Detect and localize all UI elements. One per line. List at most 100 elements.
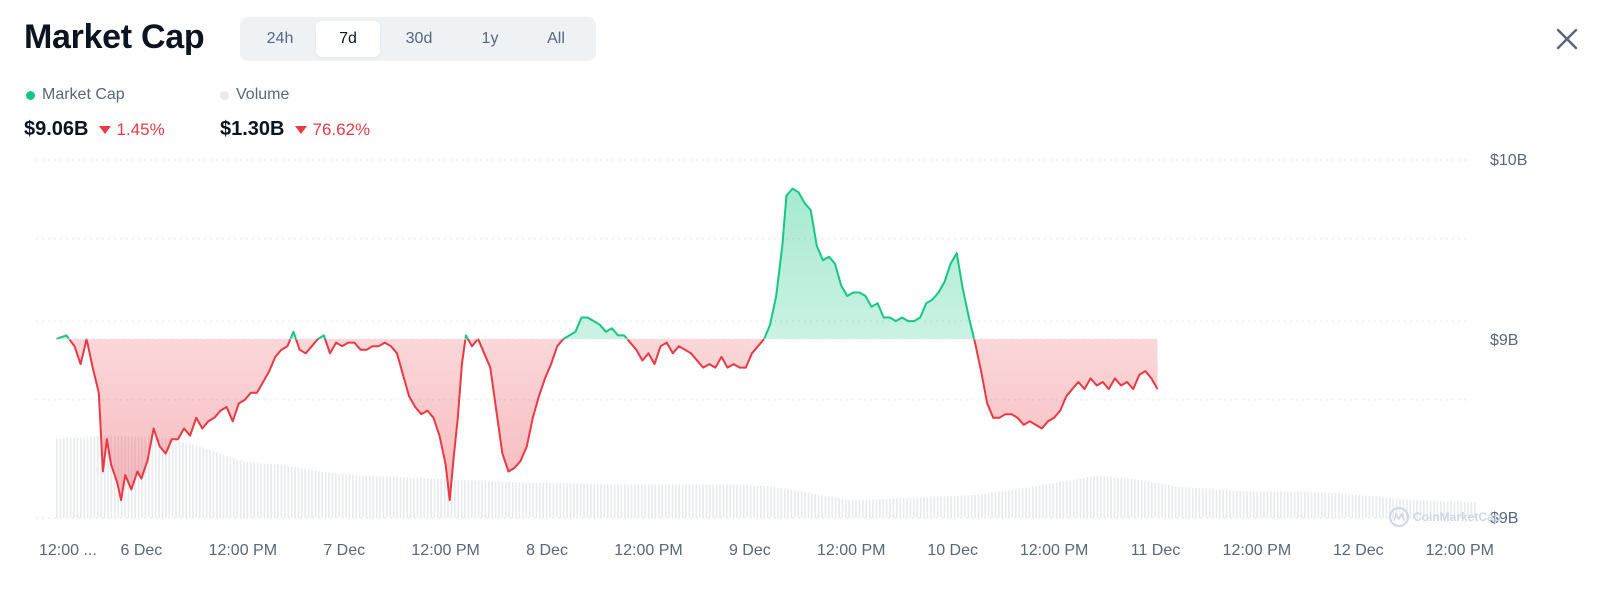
volume-bar — [736, 484, 738, 518]
legend-volume[interactable]: Volume — [220, 86, 289, 104]
volume-bar — [484, 480, 487, 518]
volume-bar — [991, 492, 993, 518]
volume-bar — [1304, 491, 1306, 518]
market-cap-line-down — [56, 339, 1159, 502]
volume-bar — [352, 474, 354, 518]
volume-bar — [1137, 479, 1140, 518]
volume-bar — [1317, 492, 1320, 518]
volume-bar — [573, 483, 575, 518]
volume-bar — [1219, 489, 1221, 518]
volume-bar — [86, 436, 89, 518]
legend-market-cap[interactable]: Market Cap — [26, 86, 125, 104]
volume-bar — [545, 482, 548, 518]
volume-bar — [137, 436, 140, 518]
volume-bar — [644, 484, 647, 518]
volume-bar — [1416, 500, 1418, 518]
volume-bar — [862, 499, 864, 518]
volume-bar — [719, 484, 721, 518]
volume-bar — [630, 484, 633, 518]
volume-bar — [1280, 491, 1282, 518]
volume-bar — [413, 477, 415, 518]
volume-bar — [321, 471, 324, 518]
volume-bar — [1072, 479, 1075, 518]
volume-bar — [1324, 492, 1327, 518]
volume-bar — [1151, 482, 1153, 518]
tab-7d[interactable]: 7d — [316, 21, 380, 57]
volume-bar — [627, 484, 630, 518]
volume-bar — [1253, 491, 1255, 518]
volume-bar — [1212, 489, 1214, 518]
volume-bar — [294, 467, 296, 518]
volume-bar — [1208, 489, 1211, 518]
volume-bar — [1038, 485, 1041, 518]
volume-bar — [1171, 485, 1174, 518]
volume-bar — [661, 484, 664, 518]
volume-bar — [872, 499, 874, 518]
volume-bar — [1276, 491, 1279, 518]
volume-bar — [1028, 487, 1031, 518]
close-icon[interactable] — [1552, 24, 1582, 54]
volume-bar — [219, 453, 222, 518]
volume-bar — [964, 495, 966, 518]
volume-bar — [1283, 491, 1286, 518]
volume-bar — [1385, 497, 1388, 518]
coinmarketcap-logo-icon — [1389, 507, 1409, 527]
volume-bar — [984, 493, 987, 518]
volume-bar — [379, 476, 381, 518]
tab-24h[interactable]: 24h — [266, 30, 294, 47]
volume-bar — [430, 478, 432, 518]
market-cap-chart[interactable]: $10B$9B$9B 12:00 ... 6 Dec 12:00 PM 7 Dec 12… — [0, 140, 1600, 580]
volume-bar — [879, 499, 881, 518]
volume-bar — [1113, 477, 1116, 518]
volume-bar — [1086, 477, 1089, 518]
volume-bar — [1123, 478, 1126, 518]
x-tick-label: 10 Dec — [927, 542, 978, 559]
volume-bar — [1378, 496, 1381, 518]
volume-bar — [885, 498, 888, 518]
volume-bar — [443, 479, 446, 518]
volume-bar — [188, 443, 191, 518]
volume-bar — [416, 478, 419, 518]
tab-all[interactable]: All — [547, 30, 565, 47]
volume-bar — [399, 477, 402, 518]
y-tick-label: $10B — [1490, 152, 1527, 169]
volume-bar — [205, 448, 208, 518]
volume-bar — [977, 494, 980, 518]
tab-30d[interactable]: 30d — [405, 30, 433, 47]
volume-bar — [566, 482, 568, 518]
volume-bar — [607, 484, 609, 518]
volume-bar — [658, 484, 660, 518]
volume-bar — [838, 498, 840, 518]
volume-bar — [212, 451, 215, 518]
volume-bar — [263, 463, 266, 518]
y-axis: $10B $9B $9B — [1490, 152, 1527, 527]
volume-bar — [287, 465, 290, 518]
market-cap-change: 1.45% — [98, 120, 165, 140]
volume-bar — [1372, 496, 1374, 518]
volume-bar — [678, 484, 681, 518]
volume-bar — [1429, 500, 1432, 518]
volume-bar — [1436, 501, 1439, 518]
volume-bar — [253, 462, 256, 518]
volume-bar — [940, 496, 942, 518]
volume-bar — [301, 468, 303, 518]
market-cap-stat: $9.06B 1.45% — [24, 118, 165, 141]
volume-bar — [59, 438, 62, 518]
volume-bar — [916, 497, 919, 518]
volume-bar — [222, 454, 225, 518]
market-cap-value: $9.06B — [24, 118, 89, 140]
tab-1y[interactable]: 1y — [481, 30, 499, 47]
volume-bar — [1110, 477, 1112, 518]
volume-bar — [107, 435, 109, 518]
volume-bar — [182, 441, 184, 518]
volume-bar — [229, 457, 232, 518]
volume-bar — [913, 497, 915, 518]
volume-change: 76.62% — [294, 120, 370, 140]
market-cap-line-up — [55, 187, 976, 339]
volume-bar — [1406, 499, 1408, 518]
volume-bar — [1256, 491, 1259, 518]
volume-bar — [1467, 502, 1469, 518]
volume-bar — [1144, 480, 1146, 518]
volume-bar — [318, 471, 320, 518]
volume-bar — [1453, 501, 1456, 518]
